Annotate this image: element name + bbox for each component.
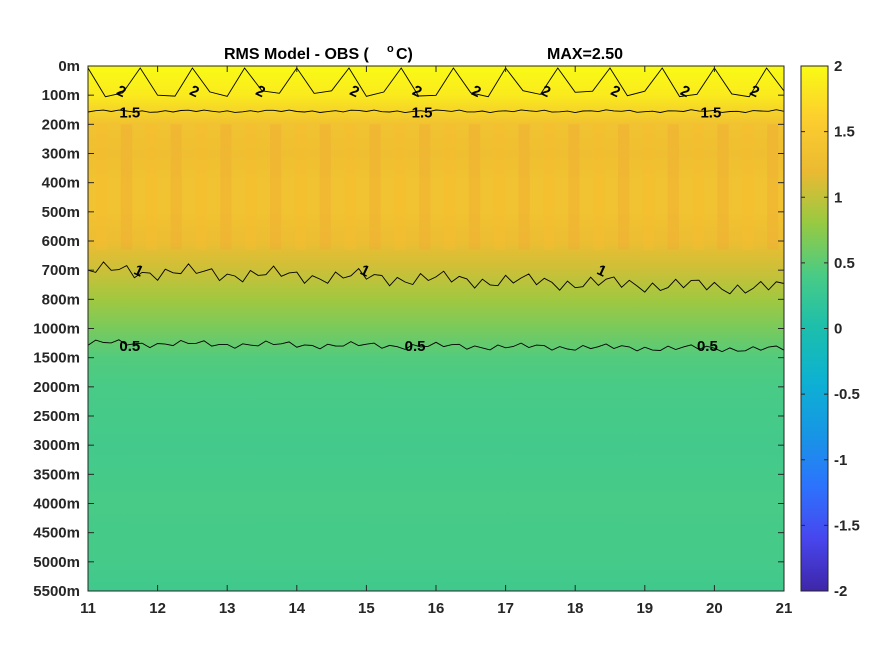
- texture-cell: [493, 124, 505, 250]
- y-tick-label: 200m: [42, 116, 80, 133]
- texture-cell: [96, 124, 108, 250]
- colorbar-tick-label: -0.5: [834, 386, 860, 403]
- x-tick-label: 12: [149, 600, 166, 617]
- contour-label-1-5: 1.5: [412, 105, 433, 122]
- contour-line-1-5: [87, 109, 785, 114]
- texture-cell: [444, 124, 456, 250]
- y-tick-label: 2000m: [33, 379, 80, 396]
- y-tick-label: 5500m: [33, 583, 80, 600]
- texture-cell: [543, 124, 555, 250]
- title-unit: C): [396, 46, 413, 63]
- y-tick-label: 1500m: [33, 350, 80, 367]
- texture-cell: [717, 124, 729, 250]
- contour-line-2: [87, 66, 785, 98]
- texture-cell: [369, 124, 381, 250]
- colorbar-tick-label: -1: [834, 452, 847, 469]
- y-tick-label: 4000m: [33, 496, 80, 513]
- x-tick-label: 13: [219, 600, 236, 617]
- texture-cell: [518, 124, 530, 250]
- colorbar-tick-label: 0.5: [834, 255, 855, 272]
- title-max-value: MAX=2.50: [547, 46, 623, 63]
- x-tick-label: 20: [706, 600, 723, 617]
- y-tick-label: 2500m: [33, 408, 80, 425]
- y-tick-label: 3000m: [33, 437, 80, 454]
- contour-line-1: [87, 261, 785, 295]
- heatmap-field: [88, 66, 784, 591]
- texture-cell: [270, 124, 282, 250]
- x-tick-label: 15: [358, 600, 375, 617]
- texture-cell: [742, 124, 754, 250]
- title-degree-symbol: o: [387, 43, 394, 55]
- colorbar: 2 1.5 1 0.5 0 -0.5 -1 -1.5 -2: [800, 58, 860, 600]
- colorbar-tick-label: 1: [834, 189, 842, 206]
- texture-cell: [195, 124, 207, 250]
- texture-cell: [145, 124, 157, 250]
- contour-lines: [87, 66, 785, 353]
- texture-cell: [767, 124, 779, 250]
- texture-cell: [220, 124, 232, 250]
- texture-cell: [394, 124, 406, 250]
- y-axis: 0m 100m 200m 300m 400m 500m 600m 700m 800m 1000m 1…: [33, 58, 784, 600]
- colorbar-ticks: 2 1.5 1 0.5 0 -0.5 -1 -1.5 -2: [801, 58, 860, 600]
- colorbar-tick-label: 0: [834, 321, 842, 338]
- x-tick-label: 16: [428, 600, 445, 617]
- y-tick-label: 500m: [42, 204, 80, 221]
- texture-cell: [667, 124, 679, 250]
- colorbar-scale: [800, 65, 829, 592]
- texture-cell: [319, 124, 331, 250]
- x-tick-label: 17: [497, 600, 514, 617]
- contour-label-1-5: 1.5: [119, 105, 140, 122]
- texture-cell: [692, 124, 704, 250]
- contour-label-1-5: 1.5: [700, 105, 721, 122]
- texture-cell: [170, 124, 182, 250]
- x-tick-label: 18: [567, 600, 584, 617]
- contour-label-0-5: 0.5: [405, 338, 426, 355]
- colorbar-tick-label: -1.5: [834, 517, 860, 534]
- texture-cell: [344, 124, 356, 250]
- y-tick-label: 3500m: [33, 466, 80, 483]
- x-tick-label: 19: [636, 600, 653, 617]
- y-tick-label: 400m: [42, 175, 80, 192]
- y-tick-label: 700m: [42, 262, 80, 279]
- x-axis: 11 12 13 14 15 16 17 18 19 20 21: [80, 66, 792, 617]
- y-tick-label: 800m: [42, 291, 80, 308]
- texture-cell: [120, 124, 133, 250]
- texture-cell: [294, 124, 307, 250]
- x-tick-label: 14: [288, 600, 305, 617]
- chart-title: RMS Model - OBS ( o C) MAX=2.50: [224, 43, 623, 63]
- plot-area: 2 2 2 2 2 2 2 2 2 21.5 1.5 1.51 1 10.5 0.5 0.5: [87, 65, 785, 592]
- y-tick-label: 300m: [42, 146, 80, 163]
- y-tick-label: 4500m: [33, 525, 80, 542]
- title-main: RMS Model - OBS (: [224, 46, 370, 63]
- y-tick-label: 600m: [42, 233, 80, 250]
- texture-cell: [468, 124, 481, 250]
- y-tick-label: 100m: [42, 87, 80, 104]
- texture-cell: [642, 124, 655, 250]
- texture-cell: [593, 124, 605, 250]
- x-tick-label: 21: [776, 600, 793, 617]
- y-tick-label: 0m: [58, 58, 80, 75]
- colorbar-tick-label: 1.5: [834, 124, 855, 141]
- x-tick-label: 11: [80, 600, 96, 617]
- colorbar-tick-label: 2: [834, 58, 842, 75]
- heatmap-texture: [96, 124, 779, 250]
- texture-cell: [618, 124, 630, 250]
- contour-label-0-5: 0.5: [697, 338, 718, 355]
- colorbar-tick-label: -2: [834, 583, 847, 600]
- texture-cell: [419, 124, 431, 250]
- contour-label-0-5: 0.5: [119, 338, 140, 355]
- contour-line-0-5: [87, 339, 785, 353]
- texture-cell: [568, 124, 580, 250]
- y-tick-label: 1000m: [33, 321, 80, 338]
- y-tick-label: 5000m: [33, 554, 80, 571]
- texture-cell: [245, 124, 257, 250]
